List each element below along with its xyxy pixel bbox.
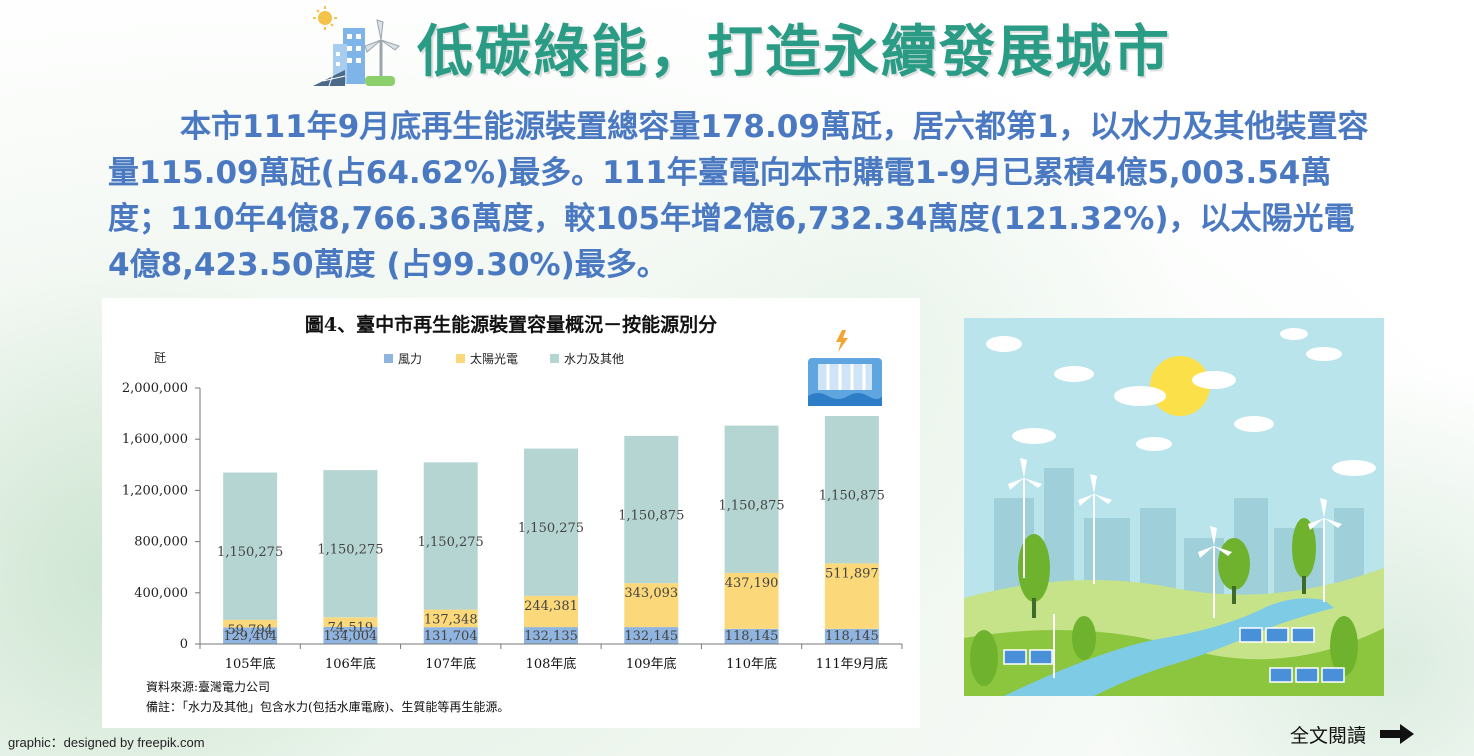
bar-segment bbox=[524, 627, 578, 644]
data-label: 1,150,875 bbox=[618, 509, 684, 524]
stacked-bar-chart: 風力 太陽光電 水力及其他 瓩 0 400,000 800,000 1,200,000 1,6… bbox=[122, 330, 903, 672]
legend-label: 太陽光電 bbox=[470, 351, 518, 366]
data-label: 118,145 bbox=[825, 629, 879, 644]
bar-segment bbox=[423, 609, 478, 628]
x-tick-label: 110年底 bbox=[726, 656, 777, 672]
bar-segment bbox=[824, 416, 879, 564]
bar-segment bbox=[223, 619, 278, 628]
x-tick-label: 109年底 bbox=[626, 656, 677, 672]
data-label: 74,519 bbox=[328, 620, 374, 635]
data-label: 59,794 bbox=[227, 623, 273, 638]
data-label: 343,093 bbox=[624, 586, 678, 601]
chart-card: 風力 太陽光電 水力及其他 瓩 0 400,000 800,000 1,200,000 1,6… bbox=[102, 298, 920, 728]
bar-segment bbox=[223, 472, 278, 620]
bar-segment bbox=[524, 595, 578, 628]
data-label: 1,150,275 bbox=[418, 535, 484, 550]
data-label: 437,190 bbox=[725, 576, 779, 591]
data-label: 511,897 bbox=[825, 566, 879, 581]
y-axis-unit-label: 瓩 bbox=[154, 351, 166, 365]
legend-swatch bbox=[384, 354, 393, 363]
bar-segment bbox=[524, 448, 578, 596]
data-label: 132,145 bbox=[624, 629, 678, 644]
bar-segment bbox=[323, 617, 378, 627]
graphic-credit: graphic：designed by freepik.com bbox=[8, 735, 205, 750]
page-title: 低碳綠能，打造永續發展城市 bbox=[417, 19, 1171, 85]
data-label: 244,381 bbox=[524, 599, 578, 614]
data-label: 1,150,275 bbox=[317, 543, 383, 558]
bar-segment bbox=[423, 627, 478, 644]
y-tick-label: 2,000,000 bbox=[122, 381, 188, 396]
x-tick-label: 111年9月底 bbox=[816, 656, 888, 672]
bar-segment bbox=[323, 470, 378, 618]
bar-segment bbox=[724, 425, 779, 573]
page-header: 低碳綠能，打造永續發展城市 bbox=[0, 4, 1474, 90]
bar-segment bbox=[323, 626, 378, 644]
x-tick-label: 105年底 bbox=[225, 656, 276, 672]
chart-legend: 風力 太陽光電 水力及其他 bbox=[384, 351, 624, 366]
legend-label: 水力及其他 bbox=[564, 352, 624, 366]
hydro-dam-icon bbox=[808, 330, 882, 406]
x-axis: 105年底 106年底 107年底 108年底 109年底 110年底 111年9月底 bbox=[199, 643, 903, 672]
y-tick-label: 1,600,000 bbox=[122, 432, 188, 447]
bar-segment bbox=[624, 583, 679, 628]
data-label: 1,150,275 bbox=[518, 521, 584, 536]
data-label: 134,004 bbox=[324, 629, 378, 644]
bar-segment bbox=[724, 628, 779, 644]
right-arrow-icon bbox=[1380, 724, 1415, 744]
bar-segment bbox=[624, 627, 679, 644]
x-tick-label: 107年底 bbox=[425, 656, 476, 672]
bar-segment bbox=[223, 627, 278, 644]
y-tick-label: 0 bbox=[180, 637, 188, 652]
data-label: 132,135 bbox=[524, 629, 578, 644]
y-tick-label: 800,000 bbox=[134, 535, 188, 550]
data-label: 131,704 bbox=[424, 629, 478, 644]
chart-source-note: 資料來源:臺灣電力公司 bbox=[146, 680, 271, 694]
legend-swatch bbox=[456, 354, 465, 363]
x-tick-label: 108年底 bbox=[526, 656, 577, 672]
bar-segment bbox=[423, 462, 478, 610]
green-city-landscape-icon bbox=[964, 318, 1384, 696]
bar-segment bbox=[624, 435, 679, 584]
city-renewable-icon bbox=[313, 6, 400, 87]
chart-title: 圖4、臺中市再生能源裝置容量概況－按能源別分 bbox=[304, 314, 718, 336]
y-tick-label: 1,200,000 bbox=[122, 483, 188, 498]
x-tick-label: 106年底 bbox=[325, 656, 376, 672]
data-label: 1,150,875 bbox=[718, 498, 784, 513]
data-label: 1,150,875 bbox=[819, 489, 885, 504]
data-label: 137,348 bbox=[424, 613, 478, 628]
legend-label: 風力 bbox=[398, 352, 422, 366]
y-tick-label: 400,000 bbox=[134, 586, 188, 601]
chart-remark-note: 備註：「水力及其他」包含水力(包括水庫電廠)、生質能等再生能源。 bbox=[146, 700, 510, 714]
bar-segment bbox=[824, 628, 879, 644]
data-label: 129,404 bbox=[223, 629, 277, 644]
legend-swatch bbox=[550, 354, 559, 363]
read-more-label: 全文閱讀 bbox=[1290, 724, 1367, 747]
data-label: 1,150,275 bbox=[217, 545, 283, 560]
data-label: 118,145 bbox=[725, 629, 779, 644]
bar-segment bbox=[824, 563, 879, 629]
intro-paragraph: 本市111年9月底再生能源裝置總容量178.09萬瓩，居六都第1，以水力及其他裝… bbox=[108, 109, 1369, 283]
read-more-button[interactable]: 全文閱讀 bbox=[1290, 718, 1416, 750]
y-axis: 瓩 0 400,000 800,000 1,200,000 1,600,000 2,000,… bbox=[122, 351, 201, 652]
bar-segment bbox=[724, 572, 779, 629]
chart-bars bbox=[223, 416, 879, 644]
